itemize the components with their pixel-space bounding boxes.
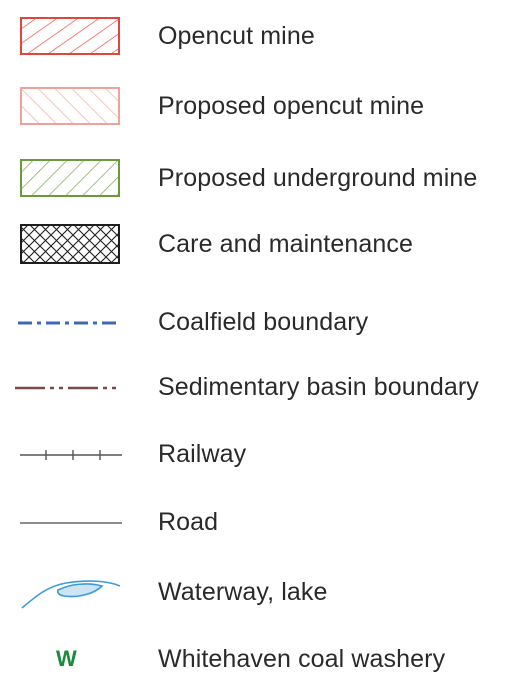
legend-label-waterway-lake: Waterway, lake xyxy=(158,578,328,606)
legend-row-proposed-underground-mine: Proposed underground mine xyxy=(0,158,529,198)
opencut-mine-swatch xyxy=(20,17,120,55)
coalfield-boundary-line xyxy=(18,321,120,325)
legend-label-railway: Railway xyxy=(158,440,247,468)
proposed-opencut-mine-swatch xyxy=(20,87,120,125)
waterway-lake-icon xyxy=(21,580,121,609)
legend-label-sedimentary-basin-boundary: Sedimentary basin boundary xyxy=(158,373,479,401)
legend-row-railway: Railway xyxy=(0,434,529,474)
legend-row-coal-washery: W Whitehaven coal washery xyxy=(0,639,529,679)
legend-label-road: Road xyxy=(158,508,219,536)
legend-row-proposed-opencut-mine: Proposed opencut mine xyxy=(0,86,529,126)
legend-label-coal-washery: Whitehaven coal washery xyxy=(158,645,446,673)
legend-row-waterway-lake: Waterway, lake xyxy=(0,572,529,612)
legend-row-sedimentary-basin-boundary: Sedimentary basin boundary xyxy=(0,367,529,407)
care-and-maintenance-swatch xyxy=(20,224,120,264)
road-line xyxy=(20,522,122,524)
legend-row-opencut-mine: Opencut mine xyxy=(0,16,529,56)
legend-row-coalfield-boundary: Coalfield boundary xyxy=(0,302,529,342)
legend-row-care-and-maintenance: Care and maintenance xyxy=(0,224,529,264)
sedimentary-basin-boundary-line xyxy=(15,386,120,390)
legend-label-care-and-maintenance: Care and maintenance xyxy=(158,230,413,258)
legend-label-opencut-mine: Opencut mine xyxy=(158,22,315,50)
legend-label-proposed-opencut-mine: Proposed opencut mine xyxy=(158,92,425,120)
coal-washery-icon: W xyxy=(56,646,77,671)
proposed-underground-mine-swatch xyxy=(20,159,120,197)
railway-line xyxy=(20,450,122,460)
legend-label-proposed-underground-mine: Proposed underground mine xyxy=(158,164,478,192)
legend-label-coalfield-boundary: Coalfield boundary xyxy=(158,308,369,336)
legend-row-road: Road xyxy=(0,502,529,542)
